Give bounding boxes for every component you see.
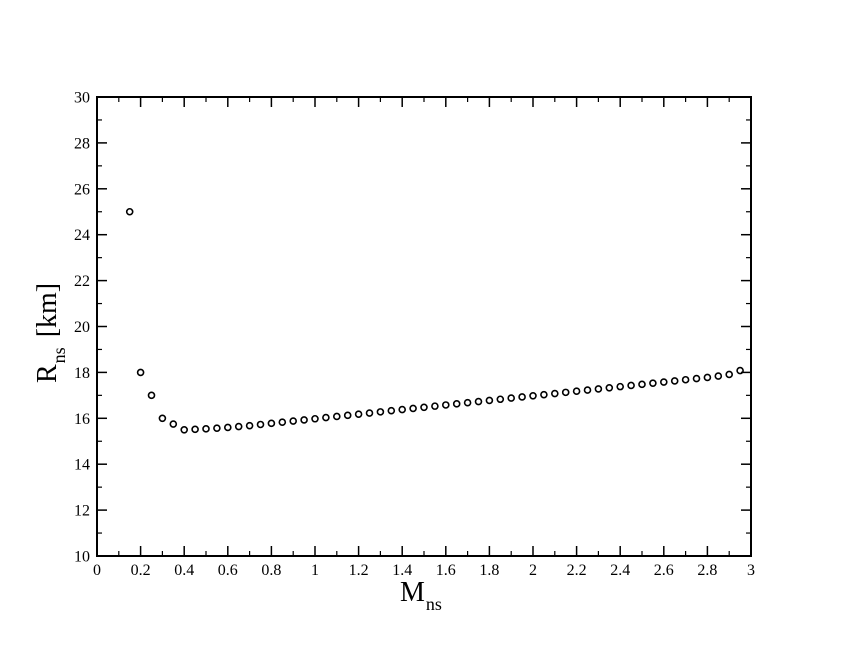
x-tick-label: 0.2	[131, 562, 151, 579]
data-point	[136, 368, 145, 377]
data-point	[572, 387, 581, 396]
y-tick-label: 28	[74, 135, 90, 152]
data-point	[474, 397, 483, 406]
data-point	[703, 373, 712, 382]
x-tick-label: 1.6	[436, 562, 456, 579]
y-tick-label: 16	[74, 411, 90, 428]
x-tick-label: 2.4	[610, 562, 630, 579]
y-tick-label: 20	[74, 319, 90, 336]
data-point	[441, 401, 450, 409]
data-point	[725, 370, 734, 379]
data-point	[627, 381, 635, 390]
y-tick-label: 30	[74, 90, 90, 107]
y-tick-label: 22	[74, 273, 90, 290]
data-point	[670, 377, 679, 385]
data-point	[213, 424, 221, 432]
data-point	[147, 391, 156, 400]
x-axis: 0 0.2 0.4 0.6 0.8 1 1.2 1.4 1.6 1.8 2 2.2 2.4 2.6 2.8 3	[93, 97, 755, 579]
y-tick-label: 14	[74, 457, 90, 474]
x-tick-label: 1.4	[392, 562, 412, 579]
data-point	[485, 396, 494, 405]
x-tick-label: 0.4	[174, 562, 194, 579]
data-point	[529, 392, 537, 400]
x-axis-title: Mns	[400, 577, 442, 614]
y-tick-label: 10	[74, 549, 90, 566]
x-tick-label: 0	[93, 562, 101, 579]
data-point	[452, 400, 461, 408]
y-tick-label: 24	[74, 227, 90, 244]
data-point	[311, 414, 319, 423]
data-point	[169, 420, 178, 428]
x-tick-label: 2.6	[654, 562, 674, 579]
data-point	[714, 372, 723, 380]
y-tick-label: 12	[74, 503, 90, 520]
data-point	[300, 416, 308, 424]
data-point	[343, 411, 352, 420]
data-point	[736, 366, 744, 375]
data-point	[267, 419, 276, 428]
data-point	[496, 395, 505, 404]
x-tick-label: 0.6	[218, 562, 238, 579]
data-point	[659, 378, 668, 386]
data-point	[561, 388, 570, 397]
data-point	[638, 380, 646, 389]
data-point	[463, 398, 472, 407]
y-axis-title-unit: [km]	[32, 283, 63, 337]
data-point	[409, 404, 417, 413]
data-point	[507, 394, 516, 402]
data-point	[191, 425, 199, 434]
x-tick-label: 1.2	[349, 562, 369, 579]
data-point	[202, 425, 210, 433]
data-point	[605, 383, 614, 392]
data-point	[256, 420, 265, 429]
data-point	[365, 409, 374, 417]
plot-frame	[96, 96, 752, 557]
data-point	[180, 425, 188, 434]
data-point	[289, 417, 298, 425]
x-tick-label: 3	[747, 562, 755, 579]
x-tick-label: 2.2	[567, 562, 587, 579]
data-point	[332, 412, 341, 421]
data-point	[234, 422, 243, 431]
data-point	[431, 402, 439, 410]
y-axis-title-main: R	[32, 364, 63, 383]
data-point	[387, 406, 396, 415]
x-tick-label: 2	[529, 562, 537, 579]
data-point	[681, 375, 690, 384]
y-tick-label: 18	[74, 365, 90, 382]
data-point	[245, 421, 254, 430]
data-point	[649, 379, 657, 387]
data-point	[616, 382, 625, 391]
data-point	[322, 413, 330, 422]
data-point	[518, 393, 526, 401]
data-point	[278, 418, 287, 427]
data-point	[540, 390, 548, 399]
data-point	[420, 403, 428, 412]
data-point	[583, 386, 592, 394]
data-point	[224, 423, 232, 432]
x-tick-label: 1.8	[479, 562, 499, 579]
x-tick-label: 2.8	[697, 562, 717, 579]
data-series	[125, 207, 744, 434]
y-axis-title: Rns [km]	[32, 283, 69, 383]
x-tick-label: 0.8	[261, 562, 281, 579]
data-point	[594, 385, 603, 393]
y-tick-label: 26	[74, 181, 90, 198]
x-axis-title-subscript: ns	[426, 594, 442, 614]
data-point	[158, 414, 167, 423]
x-tick-label: 1	[311, 562, 319, 579]
data-point	[376, 408, 385, 416]
x-axis-title-main: M	[400, 577, 425, 608]
y-axis: 10 12 14 16 18 20 22 24 26 28 30	[74, 90, 751, 566]
y-axis-title-subscript: ns	[49, 347, 69, 363]
data-point	[125, 207, 134, 216]
data-point	[550, 389, 559, 398]
data-point	[398, 405, 407, 414]
data-point	[354, 410, 363, 418]
data-point	[692, 374, 701, 383]
